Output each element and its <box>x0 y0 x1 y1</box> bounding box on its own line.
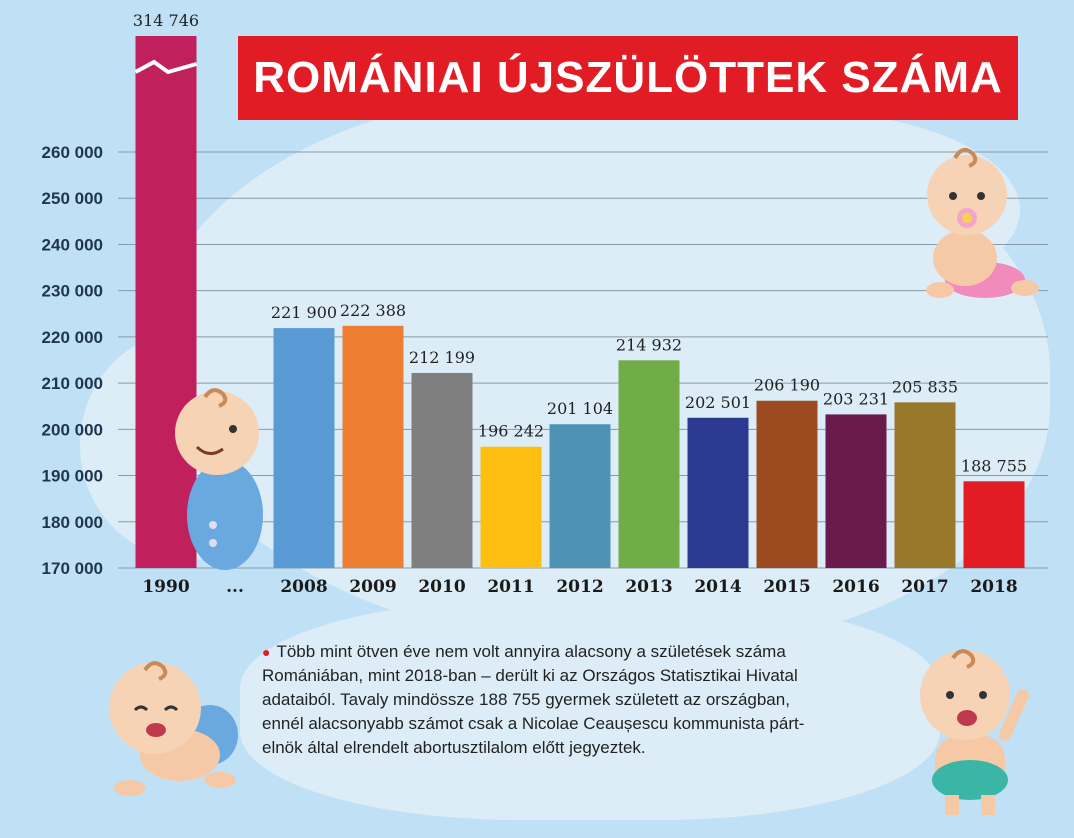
y-tick-label: 230 000 <box>42 282 103 301</box>
baby-blue-onesie-illustration <box>175 388 263 570</box>
x-tick-label: 2016 <box>832 577 879 597</box>
bar <box>549 424 611 568</box>
bar <box>135 36 197 568</box>
bullet-icon: ● <box>262 644 271 660</box>
value-label: 205 835 <box>892 377 958 396</box>
bar <box>756 400 818 568</box>
bar <box>618 360 680 568</box>
title-banner: ROMÁNIAI ÚJSZÜLÖTTEK SZÁMA <box>238 36 1018 120</box>
x-tick-label: 2009 <box>349 577 396 597</box>
axis-break-mark <box>134 59 198 75</box>
x-tick-label: 2008 <box>280 577 327 597</box>
bar <box>963 481 1025 568</box>
value-label: 222 388 <box>340 301 406 320</box>
y-tick-label: 210 000 <box>42 374 103 393</box>
value-label: 202 501 <box>685 393 751 412</box>
x-tick-label: 2010 <box>418 577 465 597</box>
y-tick-label: 250 000 <box>42 189 103 208</box>
y-tick-label: 260 000 <box>42 143 103 162</box>
chart-title: ROMÁNIAI ÚJSZÜLÖTTEK SZÁMA <box>253 53 1003 102</box>
y-tick-label: 200 000 <box>42 420 103 439</box>
note-line: elnök által elrendelt abortusztilalom el… <box>262 738 646 757</box>
note-line: ● Több mint ötven éve nem volt annyira al… <box>262 640 882 664</box>
x-tick-label: 2018 <box>970 577 1017 597</box>
note-line: ennél alacsonyabb számot csak a Nicolae … <box>262 714 805 733</box>
value-label: 221 900 <box>271 303 337 322</box>
x-tick-label: 2015 <box>763 577 810 597</box>
note-line: adataiból. Tavaly mindössze 188 755 gyer… <box>262 690 790 709</box>
y-tick-label: 180 000 <box>42 513 103 532</box>
x-tick-label: 2013 <box>625 577 672 597</box>
y-tick-label: 220 000 <box>42 328 103 347</box>
description-note: ● Több mint ötven éve nem volt annyira al… <box>262 640 882 760</box>
value-label: 214 932 <box>616 335 682 354</box>
value-label: 203 231 <box>823 389 889 408</box>
value-label: 212 199 <box>409 348 475 367</box>
bar <box>411 372 473 568</box>
x-tick-label: 2012 <box>556 577 603 597</box>
bar <box>687 417 749 568</box>
value-label: 188 755 <box>961 456 1027 475</box>
y-tick-label: 190 000 <box>42 467 103 486</box>
bar <box>273 328 335 568</box>
note-line: Romániában, mint 2018-ban – derült ki az… <box>262 666 798 685</box>
value-label: 201 104 <box>547 399 613 418</box>
bars <box>134 36 1025 568</box>
note-text: Több mint ötven éve nem volt annyira ala… <box>276 642 786 661</box>
bar <box>894 402 956 568</box>
baby-standing-waving-illustration <box>920 649 1029 815</box>
background-cloud <box>240 600 940 820</box>
bar <box>342 325 404 568</box>
x-axis-labels: 1990... 2008 2009 2010 2011 2012 2013 2014 2015 2… <box>142 577 1017 597</box>
value-label: 206 190 <box>754 376 820 395</box>
x-tick-label: 2014 <box>694 577 741 597</box>
x-tick-label: ... <box>226 577 244 597</box>
y-tick-label: 240 000 <box>42 235 103 254</box>
value-label: 314 746 <box>133 11 199 30</box>
bar <box>480 446 542 568</box>
value-label: 196 242 <box>478 422 544 441</box>
y-axis-ticks: 170 000 180 000 190 000 200 000 210 000 220 0… <box>42 143 103 578</box>
baby-crawling-diaper-illustration <box>109 661 238 796</box>
x-tick-label: 2017 <box>901 577 948 597</box>
bar <box>825 414 887 568</box>
x-tick-label: 2011 <box>487 577 534 597</box>
y-tick-label: 170 000 <box>42 559 103 578</box>
baby-crawling-pacifier-illustration <box>926 147 1039 298</box>
x-tick-label: 1990 <box>142 577 189 597</box>
